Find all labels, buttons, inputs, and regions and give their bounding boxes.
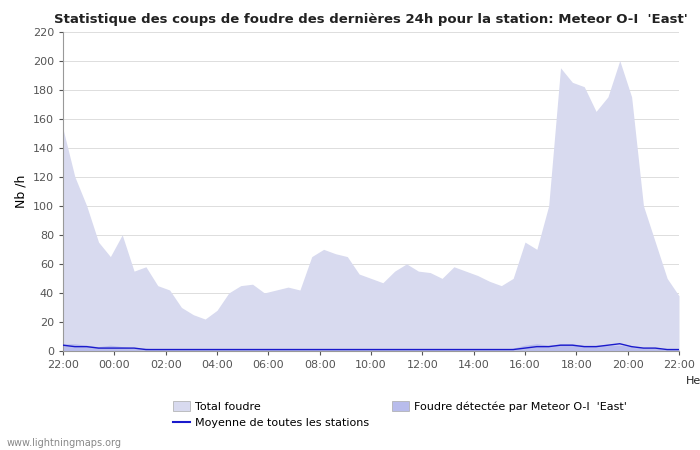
Text: Heure: Heure (686, 376, 700, 386)
Legend: Total foudre, Moyenne de toutes les stations, Foudre détectée par Meteor O-I  'E: Total foudre, Moyenne de toutes les stat… (174, 401, 627, 428)
Title: Statistique des coups de foudre des dernières 24h pour la station: Meteor O-I  ': Statistique des coups de foudre des dern… (54, 13, 688, 26)
Text: www.lightningmaps.org: www.lightningmaps.org (7, 438, 122, 448)
Y-axis label: Nb /h: Nb /h (14, 175, 27, 208)
